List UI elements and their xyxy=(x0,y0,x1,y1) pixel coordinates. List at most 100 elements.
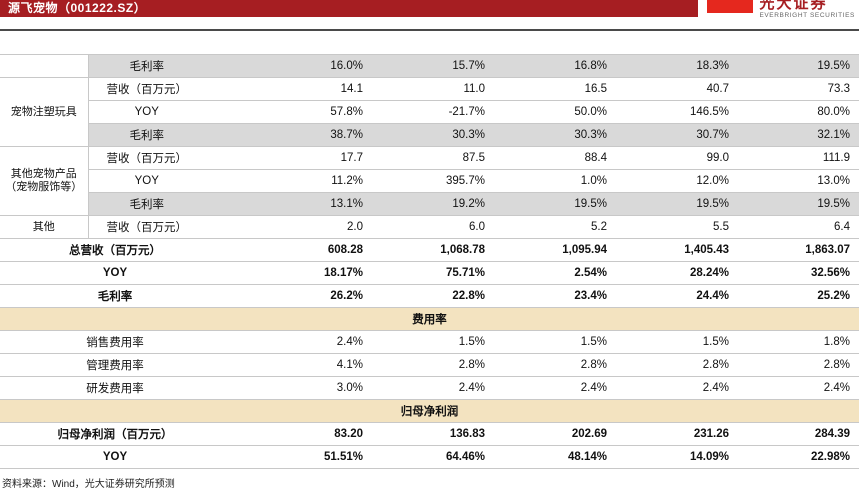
value-cell: 16.5 xyxy=(494,77,616,101)
value-cell: 231.26 xyxy=(616,422,738,446)
row-label-cell: 毛利率 xyxy=(0,284,250,308)
value-cell: 57.8% xyxy=(250,100,372,124)
title-bar: 源飞宠物（001222.SZ） xyxy=(0,0,698,17)
value-cell: 1.5% xyxy=(372,330,494,354)
group-label-cell: 其他宠物产品 （宠物服饰等） xyxy=(0,146,89,216)
metric-label-cell: 营收（百万元） xyxy=(88,146,250,170)
value-cell: 1.5% xyxy=(616,330,738,354)
table-row: 归母净利润 xyxy=(0,399,859,423)
row-label-cell: 总营收（百万元） xyxy=(0,238,250,262)
value-cell: 11.0 xyxy=(372,77,494,101)
value-cell: 1,095.94 xyxy=(494,238,616,262)
logo-name-en: EVERBRIGHT SECURITIES xyxy=(759,12,855,19)
page-title: 源飞宠物（001222.SZ） xyxy=(8,1,147,15)
table-row: YOY 51.51% 64.46% 48.14% 14.09% 22.98% xyxy=(0,445,859,469)
value-cell: 75.71% xyxy=(372,261,494,285)
row-label-cell: 销售费用率 xyxy=(0,330,250,354)
table-row: 毛利率 26.2% 22.8% 23.4% 24.4% 25.2% xyxy=(0,284,859,308)
value-cell: 111.9 xyxy=(738,146,859,170)
value-cell: 1,863.07 xyxy=(738,238,859,262)
value-cell: 30.3% xyxy=(494,123,616,147)
table-body: 毛利率 16.0% 15.7% 16.8% 18.3% 19.5% 宠物注塑玩具 营收（百万元… xyxy=(0,54,859,469)
value-cell: 25.2% xyxy=(738,284,859,308)
row-label-cell: 研发费用率 xyxy=(0,376,250,400)
value-cell: 17.7 xyxy=(250,146,372,170)
group-label-cell xyxy=(0,54,89,78)
value-cell: 2.4% xyxy=(494,376,616,400)
group-label-cell: 宠物注塑玩具 xyxy=(0,77,89,147)
value-cell: 19.5% xyxy=(738,192,859,216)
section-header-cell: 归母净利润 xyxy=(0,399,859,423)
table-row: 宠物注塑玩具 营收（百万元） 14.1 11.0 16.5 40.7 73.3 xyxy=(0,77,859,147)
value-cell: 28.24% xyxy=(616,261,738,285)
value-cell: 24.4% xyxy=(616,284,738,308)
value-cell: 2.8% xyxy=(494,353,616,377)
value-cell: 1.5% xyxy=(494,330,616,354)
value-cell: 1.0% xyxy=(494,169,616,193)
value-cell: 32.1% xyxy=(738,123,859,147)
value-cell: 19.2% xyxy=(372,192,494,216)
metric-label-cell: 毛利率 xyxy=(88,54,250,78)
brand-logo: 光大证券 EVERBRIGHT SECURITIES xyxy=(707,0,855,24)
value-cell: 5.5 xyxy=(616,215,738,239)
value-cell: 22.8% xyxy=(372,284,494,308)
value-cell: 50.0% xyxy=(494,100,616,124)
value-cell: 32.56% xyxy=(738,261,859,285)
value-cell: 146.5% xyxy=(616,100,738,124)
metric-label-cell: 营收（百万元） xyxy=(88,77,250,101)
row-label-cell: YOY xyxy=(0,261,250,285)
logo-text-block: 光大证券 EVERBRIGHT SECURITIES xyxy=(759,0,855,19)
value-cell: 5.2 xyxy=(494,215,616,239)
header-divider xyxy=(0,29,859,31)
value-cell: 202.69 xyxy=(494,422,616,446)
table-row: YOY 57.8% -21.7% 50.0% 146.5% 80.0% xyxy=(0,100,859,124)
table-row: 其他宠物产品 （宠物服饰等） 营收（百万元） 17.7 87.5 88.4 99.0 111… xyxy=(0,146,859,216)
logo-name-cn: 光大证券 xyxy=(759,0,828,12)
row-label-cell: 归母净利润（百万元） xyxy=(0,422,250,446)
value-cell: 284.39 xyxy=(738,422,859,446)
metric-label-cell: YOY xyxy=(88,169,250,193)
value-cell: 80.0% xyxy=(738,100,859,124)
section-header-cell: 费用率 xyxy=(0,307,859,331)
value-cell: 15.7% xyxy=(372,54,494,78)
metric-label-cell: 毛利率 xyxy=(88,123,250,147)
value-cell: 1.8% xyxy=(738,330,859,354)
source-note: 资料来源：Wind，光大证券研究所预测 xyxy=(2,479,175,490)
value-cell: 1,068.78 xyxy=(372,238,494,262)
value-cell: 14.09% xyxy=(616,445,738,469)
value-cell: 87.5 xyxy=(372,146,494,170)
row-label-cell: YOY xyxy=(0,445,250,469)
value-cell: 608.28 xyxy=(250,238,372,262)
value-cell: 51.51% xyxy=(250,445,372,469)
value-cell: 26.2% xyxy=(250,284,372,308)
value-cell: 22.98% xyxy=(738,445,859,469)
table-row: 毛利率 16.0% 15.7% 16.8% 18.3% 19.5% xyxy=(0,54,859,78)
value-cell: 395.7% xyxy=(372,169,494,193)
financial-table: 毛利率 16.0% 15.7% 16.8% 18.3% 19.5% 宠物注塑玩具 营收（百万元… xyxy=(0,54,859,469)
value-cell: 23.4% xyxy=(494,284,616,308)
value-cell: 16.8% xyxy=(494,54,616,78)
value-cell: 6.0 xyxy=(372,215,494,239)
value-cell: 2.4% xyxy=(616,376,738,400)
value-cell: 2.4% xyxy=(738,376,859,400)
value-cell: 73.3 xyxy=(738,77,859,101)
value-cell: 2.4% xyxy=(372,376,494,400)
table-row: YOY 11.2% 395.7% 1.0% 12.0% 13.0% xyxy=(0,169,859,193)
value-cell: 88.4 xyxy=(494,146,616,170)
value-cell: 18.3% xyxy=(616,54,738,78)
metric-label-cell: 营收（百万元） xyxy=(88,215,250,239)
value-cell: 14.1 xyxy=(250,77,372,101)
value-cell: 136.83 xyxy=(372,422,494,446)
table-row: 费用率 xyxy=(0,307,859,331)
value-cell: 48.14% xyxy=(494,445,616,469)
table-row: 毛利率 13.1% 19.2% 19.5% 19.5% 19.5% xyxy=(0,192,859,216)
value-cell: 19.5% xyxy=(616,192,738,216)
value-cell: 4.1% xyxy=(250,353,372,377)
value-cell: 2.4% xyxy=(250,330,372,354)
value-cell: 11.2% xyxy=(250,169,372,193)
value-cell: 64.46% xyxy=(372,445,494,469)
table-row: 归母净利润（百万元） 83.20 136.83 202.69 231.26 284.39 xyxy=(0,422,859,446)
value-cell: 19.5% xyxy=(738,54,859,78)
value-cell: 16.0% xyxy=(250,54,372,78)
value-cell: -21.7% xyxy=(372,100,494,124)
